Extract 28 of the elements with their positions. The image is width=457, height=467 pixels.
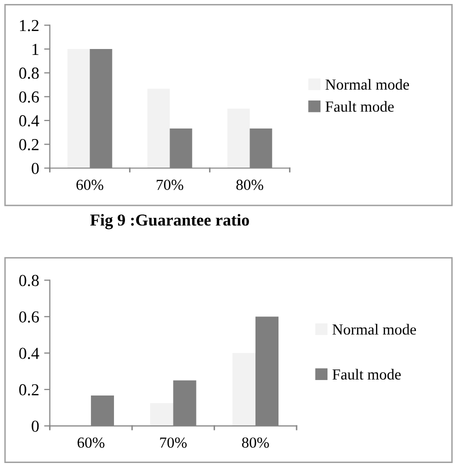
y-tick-label: 1 <box>32 44 38 55</box>
x-tick-label: 70% <box>156 180 184 190</box>
y-tick-label: 0.4 <box>19 115 40 127</box>
bar <box>232 353 256 426</box>
bar <box>67 49 90 168</box>
bar <box>227 108 250 168</box>
bar <box>147 88 170 168</box>
x-tick-label: 80% <box>236 180 264 190</box>
y-tick-label: 0.2 <box>19 139 38 150</box>
x-tick-label: 60% <box>78 437 104 448</box>
x-tick-label: 60% <box>76 180 104 190</box>
y-tick-label: 0.2 <box>19 384 38 396</box>
x-tick-label: 70% <box>160 437 187 448</box>
text: Fig 9 :Guarantee ratio <box>90 214 249 230</box>
legend-label: Fault mode <box>326 101 394 112</box>
legend-label: Normal mode <box>332 324 416 335</box>
y-tick-label: 0.6 <box>19 311 39 323</box>
y-tick-label: 0.4 <box>19 348 40 360</box>
legend-label: Normal mode <box>326 78 409 90</box>
y-tick-label: 0 <box>32 162 39 174</box>
y-tick-label: 0.8 <box>19 68 39 79</box>
legend-label: Fault mode <box>332 368 401 380</box>
y-tick-label: 0.8 <box>19 274 39 286</box>
y-tick-label: 0 <box>32 420 39 432</box>
bar <box>150 403 174 426</box>
x-tick-label: 80% <box>242 437 269 448</box>
y-tick-label: 0.6 <box>19 91 39 103</box>
y-tick-label: 1.2 <box>20 20 38 32</box>
